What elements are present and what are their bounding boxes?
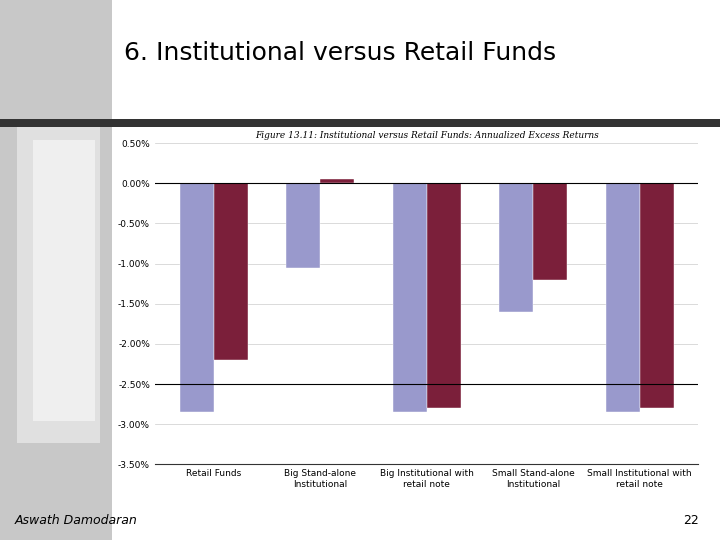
Text: 22: 22 xyxy=(683,514,698,526)
Title: Figure 13.11: Institutional versus Retail Funds: Annualized Excess Returns: Figure 13.11: Institutional versus Retai… xyxy=(255,131,598,139)
Text: 6. Institutional versus Retail Funds: 6. Institutional versus Retail Funds xyxy=(124,42,556,65)
Bar xyxy=(533,183,567,280)
Bar xyxy=(639,183,674,408)
FancyBboxPatch shape xyxy=(33,140,95,421)
FancyBboxPatch shape xyxy=(17,119,101,443)
Bar xyxy=(426,183,461,408)
Bar xyxy=(392,183,426,412)
Text: Aswath Damodaran: Aswath Damodaran xyxy=(14,514,137,526)
Bar xyxy=(286,183,320,268)
Bar xyxy=(606,183,639,412)
Bar xyxy=(214,183,248,360)
Bar xyxy=(499,183,533,312)
Bar xyxy=(179,183,214,412)
Bar xyxy=(320,179,354,183)
